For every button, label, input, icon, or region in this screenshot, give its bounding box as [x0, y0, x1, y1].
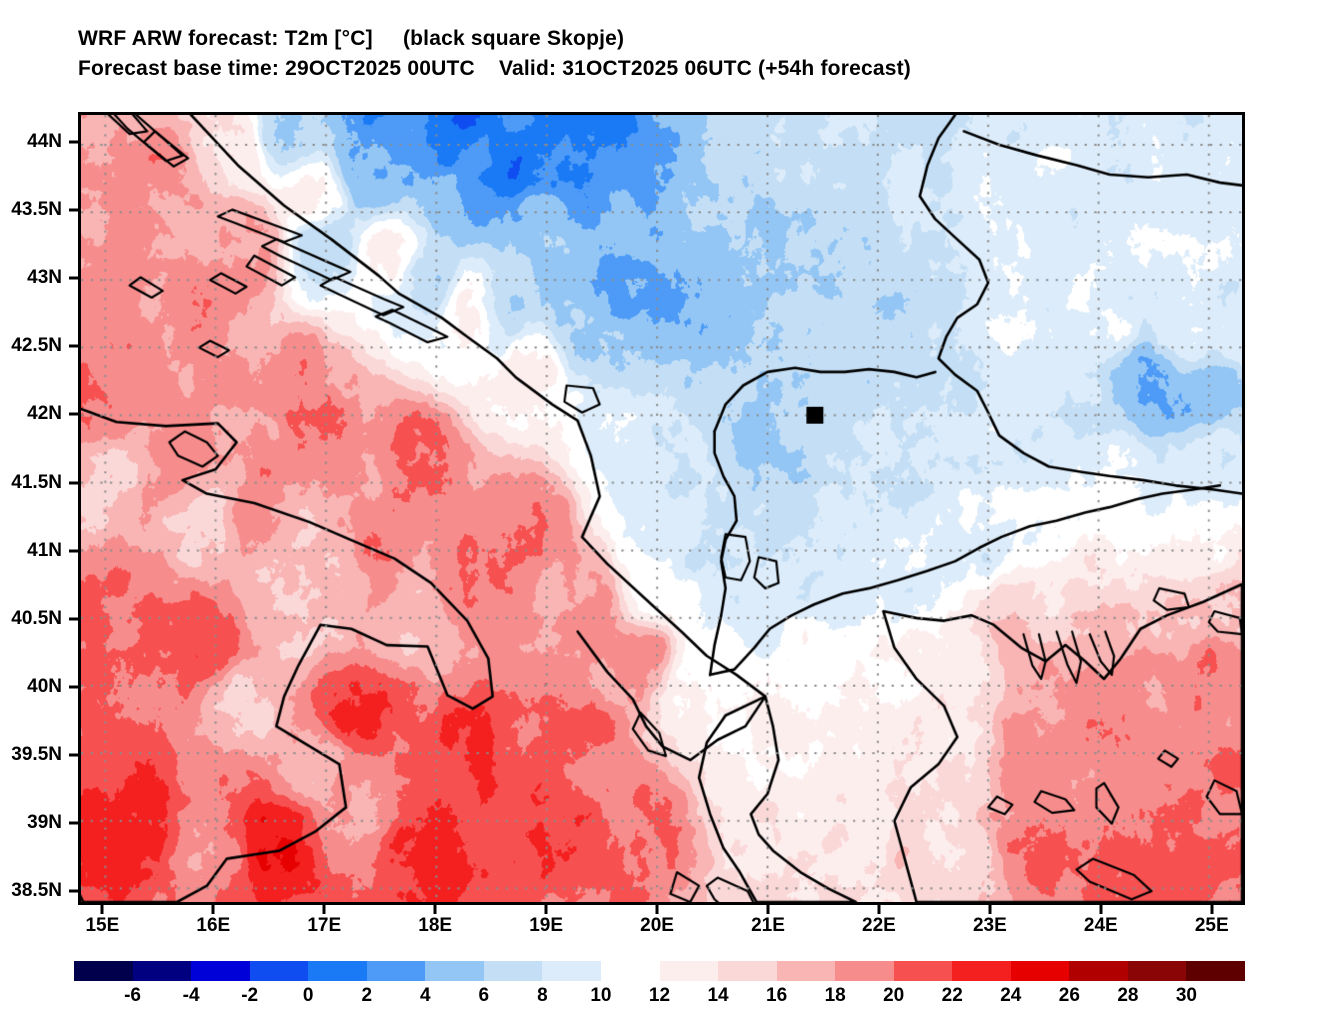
lon-tick-label: 23E: [972, 915, 1007, 936]
lat-tick-mark: [69, 208, 78, 212]
colorbar-tick-label: 12: [648, 985, 671, 1006]
colorbar-segment: [366, 961, 426, 981]
temperature-field-canvas: [81, 115, 1242, 902]
lat-tick-mark: [69, 344, 78, 348]
colorbar-segment: [835, 961, 895, 981]
colorbar-segment: [1010, 961, 1070, 981]
lon-tick-mark: [100, 905, 104, 914]
lon-tick-mark: [433, 905, 437, 914]
lon-tick-label: 25E: [1194, 915, 1229, 936]
lon-tick-label: 21E: [751, 915, 785, 936]
colorbar-segment: [483, 961, 543, 981]
lat-tick-mark: [69, 140, 78, 144]
lon-tick-mark: [544, 905, 548, 914]
lat-tick-label: 43N: [27, 267, 62, 289]
lat-tick-mark: [69, 685, 78, 689]
lat-tick-label: 39N: [27, 812, 62, 834]
lat-tick-label: 40.5N: [11, 607, 62, 629]
colorbar-segment: [659, 961, 719, 981]
lat-tick-label: 40N: [27, 675, 62, 697]
colorbar-tick-label: 8: [537, 985, 548, 1006]
lon-tick-mark: [766, 905, 770, 914]
map-plot-area[interactable]: [78, 112, 1245, 905]
colorbar-tick-label: 20: [883, 985, 905, 1006]
lat-tick-label: 38.5N: [11, 880, 62, 902]
lat-tick-label: 41.5N: [11, 471, 62, 493]
lat-tick-mark: [69, 276, 78, 280]
colorbar-segment: [249, 961, 309, 981]
lat-tick-label: 41N: [27, 539, 62, 561]
colorbar-segment: [776, 961, 836, 981]
colorbar-tick-label: 28: [1117, 985, 1139, 1006]
colorbar-segment: [425, 961, 485, 981]
lon-tick-label: 20E: [640, 915, 674, 936]
lon-tick-label: 15E: [85, 915, 120, 936]
lon-tick-mark: [1210, 905, 1214, 914]
colorbar-segment: [1127, 961, 1187, 981]
colorbar-tick-label: -4: [182, 985, 200, 1006]
colorbar-segment: [1069, 961, 1129, 981]
colorbar-segment: [1186, 961, 1246, 981]
title-line-1: WRF ARW forecast: T2m [°C] (black square…: [78, 27, 625, 50]
lon-tick-mark: [1099, 905, 1103, 914]
colorbar-segment: [952, 961, 1012, 981]
lon-tick-mark: [655, 905, 659, 914]
colorbar-tick-label: 0: [302, 985, 314, 1006]
colorbar-tick-label: 26: [1058, 985, 1080, 1006]
colorbar-tick-label: 18: [824, 985, 846, 1006]
colorbar-tick-label: 10: [590, 985, 612, 1006]
lat-tick-label: 42.5N: [11, 335, 62, 357]
lon-tick-label: 17E: [307, 915, 342, 936]
lon-tick-label: 24E: [1083, 915, 1118, 936]
colorbar-segment: [893, 961, 953, 981]
colorbar-tick-label: 14: [707, 985, 729, 1006]
lat-tick-mark: [69, 481, 78, 485]
lat-tick-label: 43.5N: [11, 199, 62, 221]
colorbar-tick-label: 30: [1175, 985, 1198, 1006]
colorbar-tick-label: 22: [941, 985, 963, 1006]
lon-tick-label: 18E: [418, 915, 453, 936]
lat-tick-mark: [69, 889, 78, 893]
colorbar: -6 -4 -2 0 2 4 6 8 10 12 14 16 18 20 22 24 26 28 30: [74, 961, 1246, 1006]
colorbar-segment: [191, 961, 251, 981]
chart-title-block: WRF ARW forecast: T2m [°C] (black square…: [78, 24, 1258, 84]
lon-tick-mark: [988, 905, 992, 914]
colorbar-segment: [74, 961, 134, 981]
lon-tick-label: 16E: [196, 915, 231, 936]
colorbar-tick-label: 6: [478, 985, 490, 1006]
colorbar-segment: [718, 961, 778, 981]
lat-tick-label: 42N: [27, 403, 62, 425]
lat-tick-label: 44N: [27, 130, 62, 152]
lon-tick-label: 19E: [529, 915, 564, 936]
lat-tick-mark: [69, 412, 78, 416]
lon-tick-mark: [322, 905, 326, 914]
lon-tick-mark: [211, 905, 215, 914]
colorbar-tick-label: -2: [241, 985, 259, 1006]
lat-tick-mark: [69, 617, 78, 621]
title-line-2: Forecast base time: 29OCT2025 00UTC Vali…: [78, 57, 911, 80]
lat-tick-mark: [69, 753, 78, 757]
lon-tick-label: 22E: [862, 915, 896, 936]
colorbar-segment: [542, 961, 602, 981]
colorbar-tick-label: 2: [361, 985, 373, 1006]
lat-tick-label: 39.5N: [11, 744, 62, 766]
lat-tick-mark: [69, 549, 78, 553]
lat-tick-mark: [69, 821, 78, 825]
colorbar-tick-label: -6: [124, 985, 141, 1006]
lon-tick-mark: [877, 905, 881, 914]
colorbar-segment: [132, 961, 192, 981]
colorbar-tick-label: 4: [420, 985, 431, 1006]
colorbar-tick-label: 24: [1000, 985, 1022, 1006]
colorbar-tick-label: 16: [766, 985, 788, 1006]
colorbar-segment: [308, 961, 368, 981]
